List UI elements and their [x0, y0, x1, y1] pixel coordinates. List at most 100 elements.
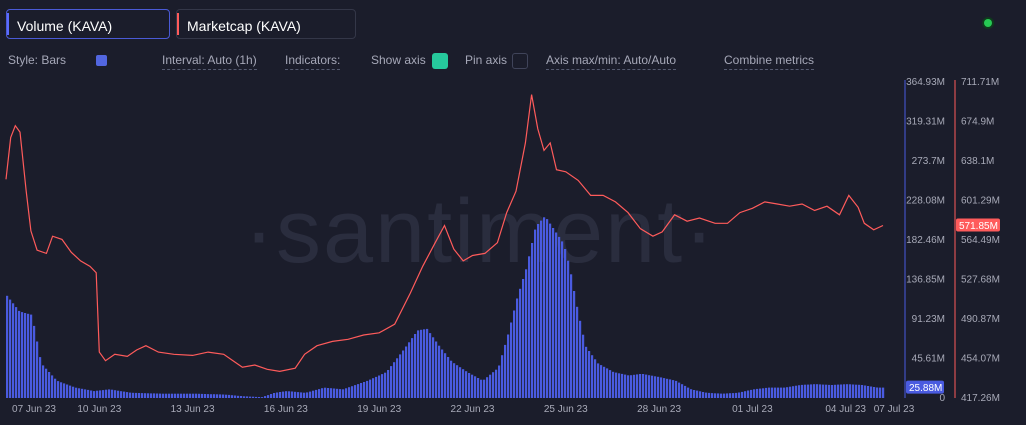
volume-bar [843, 384, 846, 398]
volume-bar [402, 350, 405, 398]
volume-bar [744, 391, 747, 398]
volume-bar [165, 393, 168, 398]
volume-bar [84, 389, 87, 398]
style-selector[interactable]: Style: Bars [8, 53, 67, 67]
volume-bar [588, 351, 591, 398]
left-axis-tick-label: 364.93M [906, 77, 945, 88]
tab-marketcap-kava[interactable]: Marketcap (KAVA) [176, 9, 356, 39]
volume-bar [873, 387, 876, 398]
volume-bar [348, 387, 351, 398]
volume-bar [600, 365, 603, 398]
volume-bar [855, 384, 858, 398]
left-axis-tick-label: 136.85M [906, 275, 945, 286]
volume-bar [327, 388, 330, 398]
volume-bar [201, 393, 204, 398]
volume-bar [258, 397, 261, 398]
volume-bar [621, 373, 624, 398]
volume-bar [810, 384, 813, 398]
volume-bar [315, 389, 318, 398]
tab-volume-kava[interactable]: Volume (KAVA) [6, 9, 170, 39]
volume-bar [780, 387, 783, 398]
volume-bar [420, 329, 423, 398]
volume-bar [378, 375, 381, 398]
volume-bar [579, 320, 582, 398]
volume-bar [249, 396, 252, 398]
volume-bar [216, 394, 219, 398]
volume-bar [435, 341, 438, 398]
volume-bar [465, 371, 468, 398]
volume-bar [453, 363, 456, 398]
volume-bar [483, 379, 486, 398]
volume-bar [630, 375, 633, 398]
volume-bar [546, 219, 549, 398]
volume-bar [198, 393, 201, 398]
volume-bar [426, 328, 429, 398]
volume-bar [237, 395, 240, 398]
volume-current-value-bg [906, 380, 944, 394]
x-axis-date-label: 22 Jun 23 [451, 404, 495, 415]
pin-axis-label: Pin axis [465, 53, 508, 67]
volume-bar [309, 391, 312, 398]
x-axis-date-label: 16 Jun 23 [264, 404, 308, 415]
volume-bar [396, 358, 399, 398]
volume-bar [336, 388, 339, 398]
volume-bar [522, 279, 525, 398]
volume-bar [57, 381, 60, 398]
volume-bar [30, 314, 33, 398]
volume-bar [15, 307, 18, 398]
volume-bar [645, 374, 648, 398]
volume-bar [879, 387, 882, 398]
volume-bar [741, 391, 744, 398]
volume-bar [882, 387, 885, 398]
interval-selector[interactable]: Interval: Auto (1h) [162, 53, 257, 70]
pin-axis-checkbox[interactable] [512, 53, 528, 69]
volume-bar [360, 383, 363, 398]
combine-metrics-button[interactable]: Combine metrics [724, 53, 815, 70]
volume-bar [678, 382, 681, 398]
volume-bar [585, 346, 588, 398]
volume-bar [513, 310, 516, 398]
volume-bar [168, 393, 171, 398]
volume-bar [399, 354, 402, 398]
volume-bar [255, 396, 258, 398]
volume-bar [657, 376, 660, 398]
volume-bar [234, 395, 237, 398]
left-axis-tick-label: 228.08M [906, 196, 945, 207]
style-color-swatch[interactable] [96, 55, 107, 66]
volume-bar [312, 390, 315, 398]
volume-bar [501, 355, 504, 398]
volume-bar [72, 386, 75, 398]
x-axis-dates: 07 Jun 23 10 Jun 23 13 Jun 23 16 Jun 23 19 J… [12, 404, 915, 415]
volume-bar [96, 390, 99, 398]
volume-bar [285, 391, 288, 398]
volume-bar [591, 355, 594, 398]
volume-bar [129, 392, 132, 398]
volume-bar [321, 388, 324, 398]
volume-bar [270, 394, 273, 398]
volume-bar [819, 384, 822, 398]
volume-bar [708, 392, 711, 398]
indicators-selector[interactable]: Indicators: [285, 53, 341, 70]
volume-bar [120, 391, 123, 398]
volume-bar [609, 370, 612, 398]
volume-bar [813, 384, 816, 398]
left-axis-tick-label: 91.23M [912, 314, 945, 325]
volume-bar [36, 341, 39, 398]
volume-bar [222, 394, 225, 398]
volume-bar [693, 390, 696, 398]
volume-bar [666, 378, 669, 398]
volume-bar [804, 384, 807, 398]
volume-bar [510, 322, 513, 398]
volume-bar [411, 338, 414, 398]
volume-bar [699, 391, 702, 398]
volume-bar [246, 396, 249, 398]
volume-bar [495, 369, 498, 398]
volume-bar [81, 388, 84, 398]
show-axis-checkbox[interactable] [432, 53, 448, 69]
volume-bar [159, 393, 162, 398]
axis-maxmin-selector[interactable]: Axis max/min: Auto/Auto [546, 53, 677, 70]
volume-bar [597, 363, 600, 398]
volume-bar [543, 217, 546, 398]
right-axis-tick-label: 711.71M [961, 77, 999, 88]
